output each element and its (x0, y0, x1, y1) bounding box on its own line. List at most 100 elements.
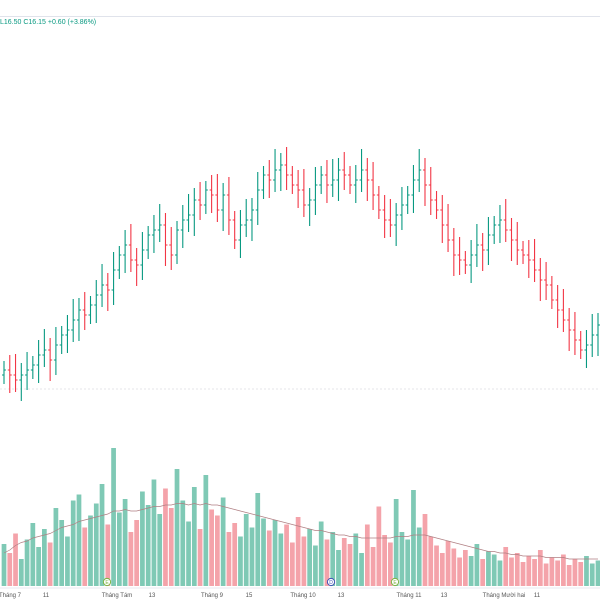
volume-bar (497, 560, 503, 586)
time-axis-label: Tháng 11 (397, 593, 423, 599)
price-bar (342, 152, 347, 190)
volume-bar (503, 547, 509, 586)
price-bar (307, 188, 312, 226)
price-bar (221, 183, 226, 231)
volume-bar (595, 560, 600, 586)
volume-bar (116, 512, 122, 586)
price-bar (388, 199, 393, 237)
price-bar (324, 160, 329, 203)
price-bar (249, 198, 254, 241)
price-bar (261, 166, 266, 199)
price-bar (584, 330, 589, 368)
price-bar (209, 175, 214, 213)
volume-bar (572, 559, 578, 586)
price-bar (348, 166, 353, 194)
volume-bar (514, 553, 520, 586)
volume-moving-average (3, 503, 598, 560)
volume-bar (249, 527, 255, 586)
volume-bar (341, 538, 347, 586)
price-bar (290, 166, 295, 194)
price-bar (7, 355, 12, 393)
price-bar (572, 312, 577, 355)
price-bar (2, 361, 6, 384)
price-bar (105, 273, 110, 311)
volume-bar (220, 497, 226, 586)
volume-bar (18, 559, 24, 586)
price-bar (117, 246, 122, 279)
price-bar (301, 169, 306, 217)
price-bar (203, 181, 208, 214)
volume-bar (70, 500, 76, 586)
volume-bar (364, 524, 370, 586)
volume-bar (88, 515, 93, 586)
volume-bar (537, 550, 543, 586)
volume-bar (238, 536, 243, 586)
price-bar (25, 352, 30, 390)
volume-bar (359, 553, 364, 586)
volume-bar (7, 553, 13, 586)
volume-bar (445, 541, 451, 586)
volume-bar (47, 542, 53, 586)
price-bar (469, 240, 474, 283)
price-bar (549, 276, 554, 309)
event-marker-label: D (329, 580, 333, 586)
volume-bar (509, 557, 514, 586)
volume-bar (122, 499, 128, 586)
price-bar (359, 149, 364, 192)
time-axis-label: Tháng 10 (290, 593, 316, 599)
volume-bar (232, 523, 238, 586)
price-bar (526, 240, 531, 278)
event-marker[interactable]: D (326, 577, 336, 587)
volume-bar (589, 563, 595, 586)
volume-bar (451, 548, 457, 586)
volume-bar (370, 547, 376, 586)
price-bar (128, 224, 133, 272)
price-bar (111, 252, 116, 305)
volume-bar (59, 520, 65, 586)
time-axis: Tháng 7 11 Tháng Tám 13 Tháng 9 15 Tháng 10 13 T… (0, 593, 541, 599)
time-axis-label: 13 (149, 593, 156, 599)
event-marker[interactable]: E (390, 577, 400, 587)
event-marker-label: E (393, 580, 397, 586)
volume-bar (411, 490, 416, 586)
price-bar (19, 363, 24, 401)
volume-bar (30, 523, 36, 586)
price-bar (186, 194, 191, 232)
price-bar (76, 298, 81, 341)
price-bar (215, 174, 220, 222)
price-bar (65, 315, 70, 353)
volume-bar (376, 506, 382, 586)
price-bar (296, 170, 301, 208)
volume-bar (295, 517, 301, 586)
time-axis-label: 13 (441, 593, 448, 599)
event-marker[interactable]: E (102, 577, 112, 587)
volume-bar (439, 553, 445, 586)
volume-bar (209, 509, 214, 586)
time-axis-label: Tháng Mười hai (483, 593, 526, 599)
price-bar (371, 162, 376, 210)
volume-bar (255, 493, 261, 586)
price-bar (440, 195, 445, 243)
price-bar (267, 160, 272, 198)
event-marker-label: E (105, 580, 109, 586)
time-axis-label: Tháng Tám (102, 593, 133, 599)
volume-bar (566, 565, 572, 586)
volume-bar (428, 536, 434, 586)
time-axis-label: 13 (338, 593, 345, 599)
price-bar (82, 292, 87, 330)
price-bar (561, 289, 566, 332)
volume-bar (266, 530, 272, 586)
price-bar (313, 167, 318, 215)
volume-bar (578, 562, 584, 586)
top-toolbar (0, 0, 600, 17)
volume-bar (53, 508, 59, 586)
volume-bar (191, 487, 197, 586)
price-bar (71, 299, 76, 342)
volume-bar (99, 484, 105, 586)
volume-bar (405, 539, 411, 586)
price-bar (446, 204, 451, 252)
price-bar (13, 354, 18, 392)
time-axis-label: Tháng 7 (0, 593, 22, 599)
